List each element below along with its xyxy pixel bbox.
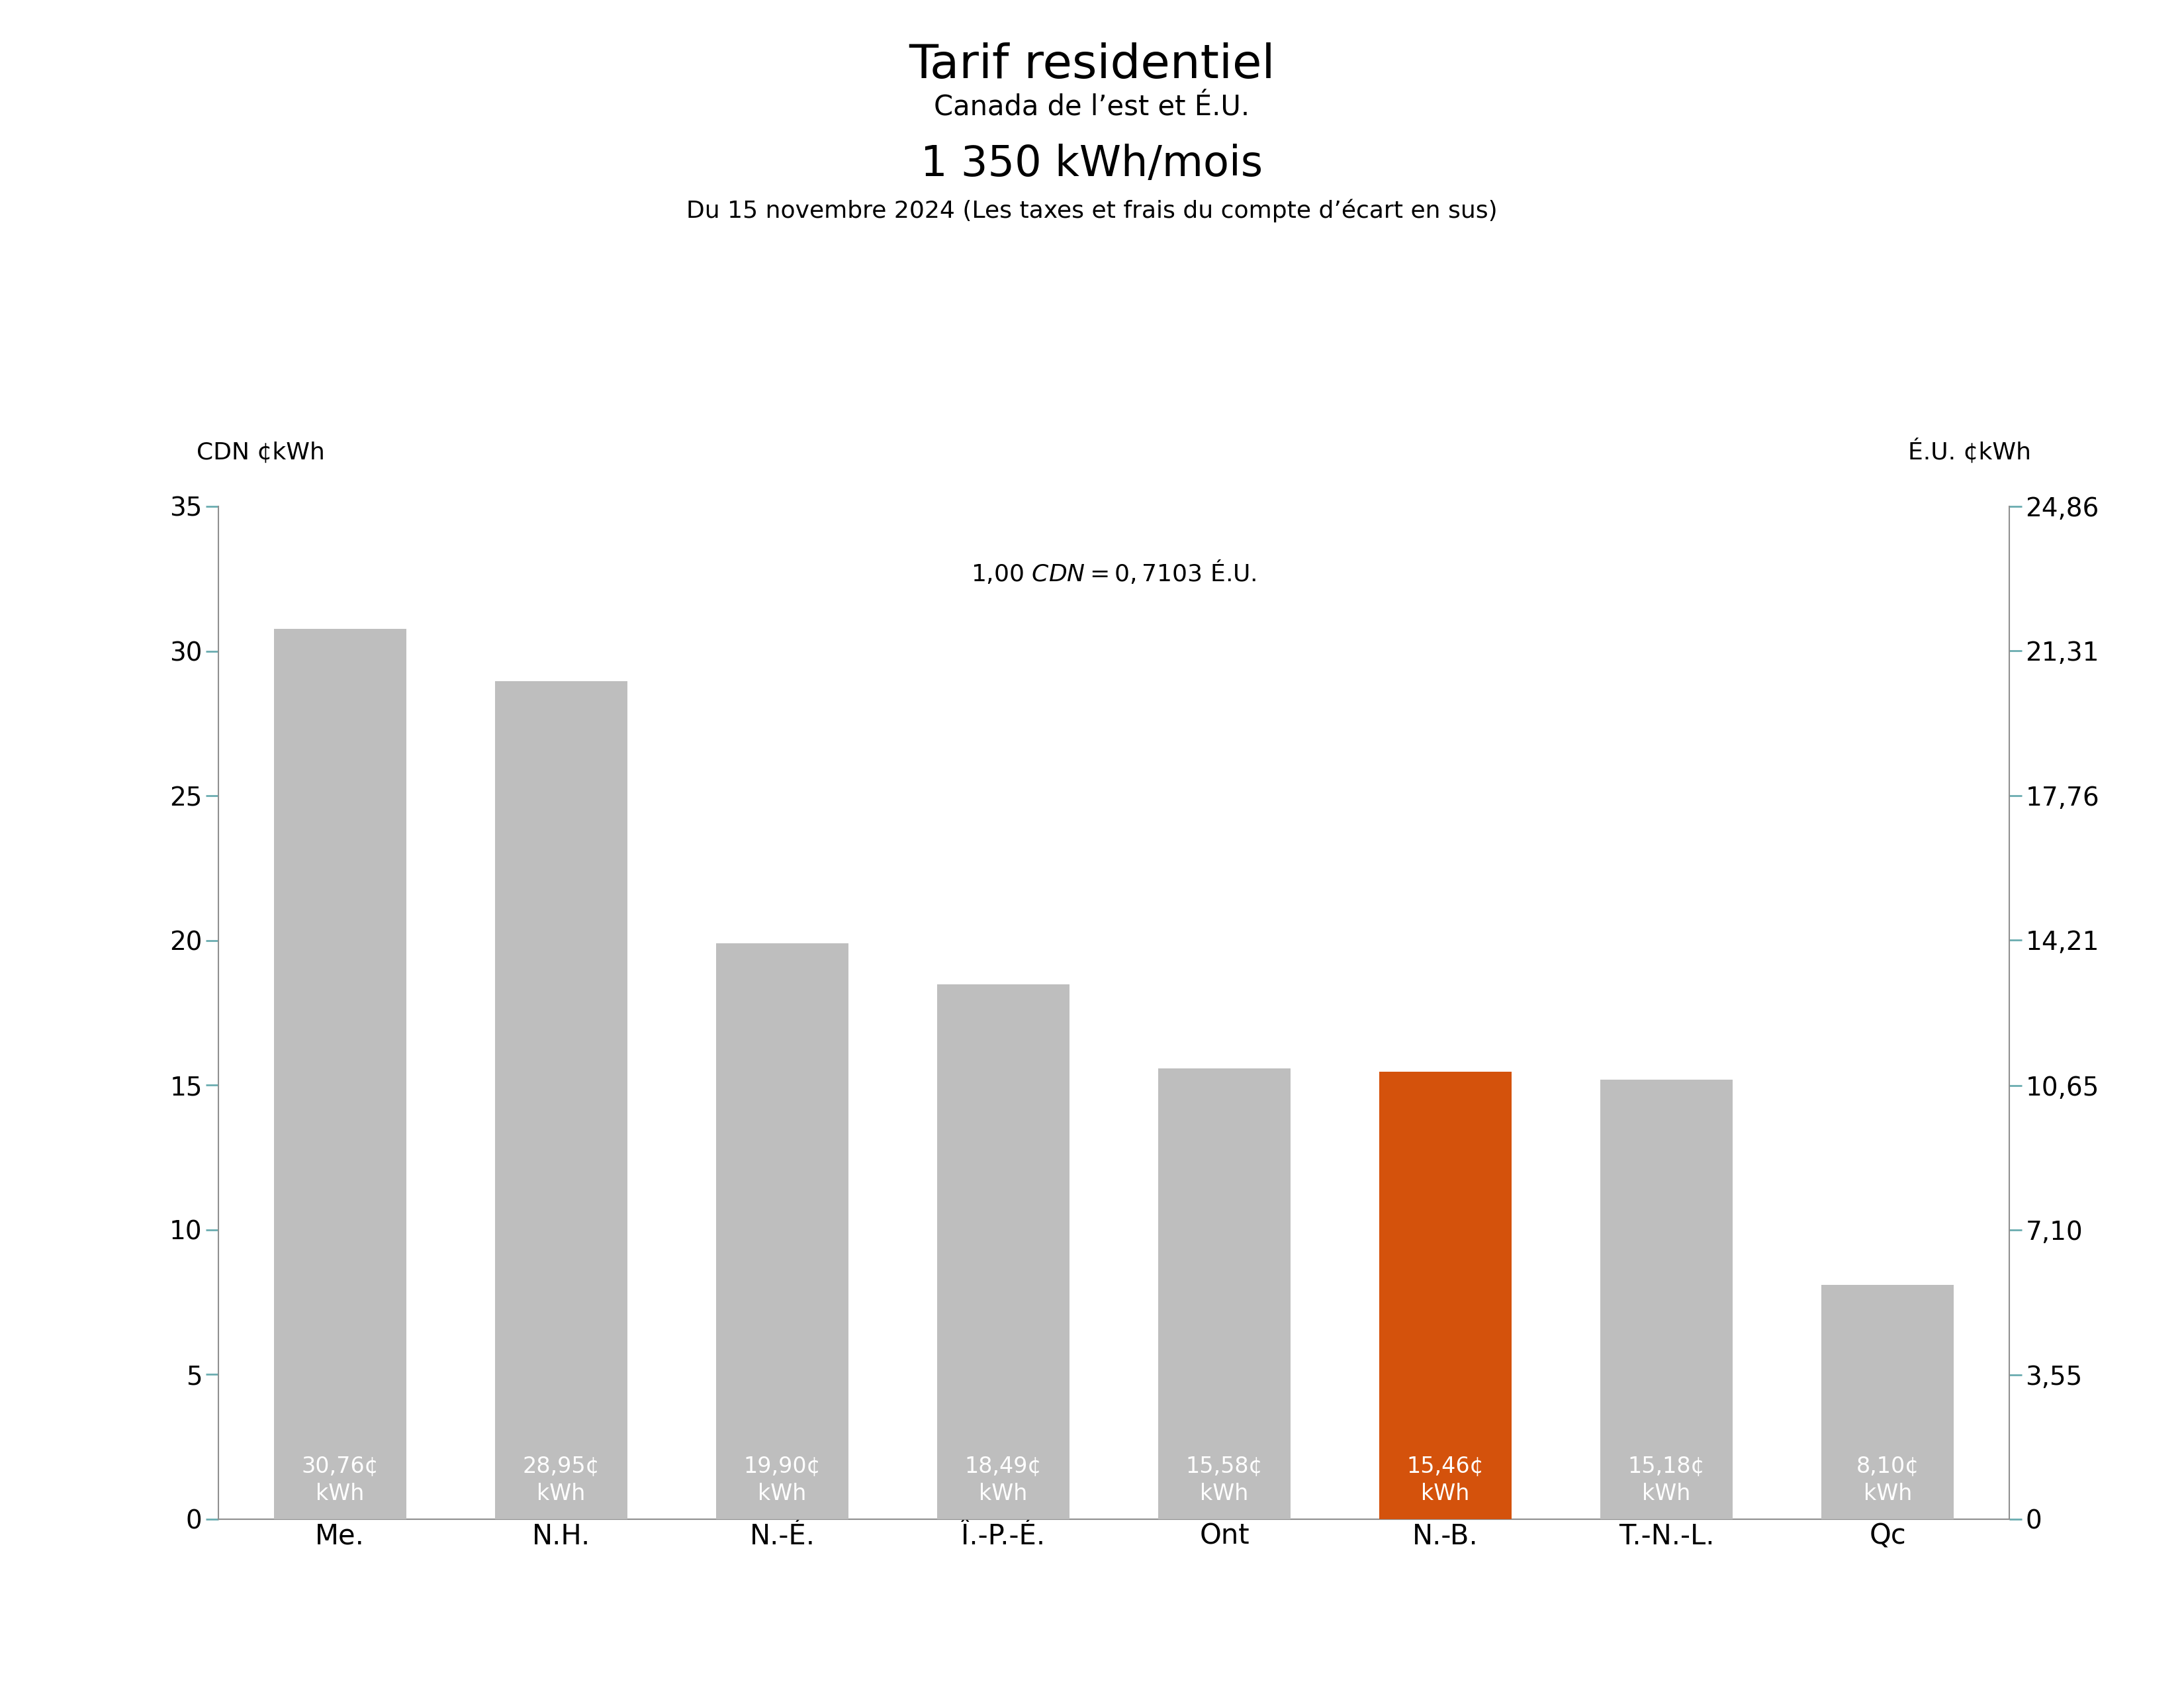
Text: CDN ¢kWh: CDN ¢kWh: [197, 442, 325, 464]
Bar: [496, 682, 627, 1519]
Text: 1,00 $ CDN = 0,7103 $ É.U.: 1,00 $ CDN = 0,7103 $ É.U.: [972, 559, 1256, 586]
Text: 8,10¢
kWh: 8,10¢ kWh: [1856, 1455, 1920, 1504]
Bar: [716, 944, 850, 1519]
Text: 28,95¢
kWh: 28,95¢ kWh: [522, 1455, 601, 1504]
Text: 15,18¢
kWh: 15,18¢ kWh: [1627, 1455, 1706, 1504]
Text: Du 15 novembre 2024 (Les taxes et frais du compte d’écart en sus): Du 15 novembre 2024 (Les taxes et frais …: [686, 199, 1498, 223]
Text: Canada de l’est et É.U.: Canada de l’est et É.U.: [935, 93, 1249, 120]
Text: Tarif residentiel: Tarif residentiel: [909, 42, 1275, 88]
Bar: [1821, 1285, 1955, 1519]
Text: 1 350 kWh/mois: 1 350 kWh/mois: [922, 143, 1262, 184]
Text: É.U. ¢kWh: É.U. ¢kWh: [1909, 439, 2031, 464]
Bar: [937, 984, 1070, 1519]
Text: 15,46¢
kWh: 15,46¢ kWh: [1406, 1455, 1485, 1504]
Bar: [273, 630, 406, 1519]
Bar: [1601, 1080, 1732, 1519]
Bar: [1378, 1072, 1511, 1519]
Text: 30,76¢
kWh: 30,76¢ kWh: [301, 1455, 378, 1504]
Text: 18,49¢
kWh: 18,49¢ kWh: [965, 1455, 1042, 1504]
Text: 15,58¢
kWh: 15,58¢ kWh: [1186, 1455, 1262, 1504]
Bar: [1158, 1069, 1291, 1519]
Text: 19,90¢
kWh: 19,90¢ kWh: [743, 1455, 821, 1504]
